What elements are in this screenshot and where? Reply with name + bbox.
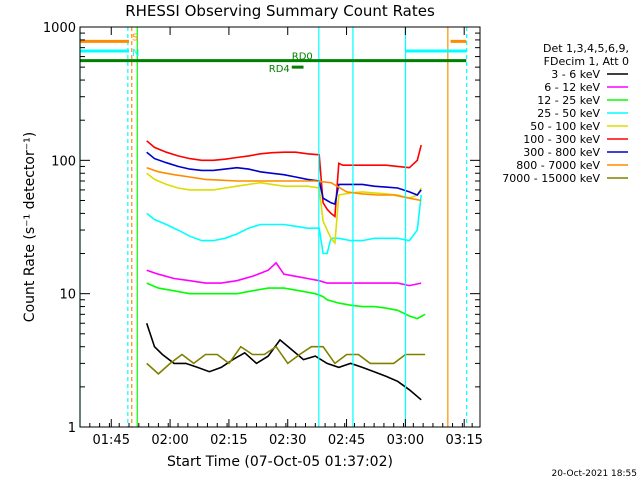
series-line-7000-15000-kev bbox=[146, 345, 426, 375]
x-tick-label: 02:00 bbox=[151, 433, 188, 448]
x-tick-label: 02:45 bbox=[328, 433, 365, 448]
legend-label-300-800-kev: 300 - 800 keV bbox=[523, 146, 600, 159]
series-line-12-25-kev bbox=[146, 282, 426, 320]
legend-label-3-6-kev: 3 - 6 keV bbox=[551, 68, 600, 81]
footer-timestamp: 20-Oct-2021 18:55 bbox=[552, 469, 637, 479]
series-line-25-50-kev bbox=[146, 194, 422, 255]
legend-header-line: Det 1,3,4,5,6,9, bbox=[543, 42, 629, 55]
legend-label-12-25-kev: 12 - 25 keV bbox=[537, 94, 600, 107]
legend-label-800-7000-kev: 800 - 7000 keV bbox=[516, 159, 600, 172]
legend: Det 1,3,4,5,6,9,FDecim 1, Att 03 - 6 keV… bbox=[502, 42, 629, 185]
axis-layer: 01:45 02:00 02:15 02:30 02:45 03:00 03:15 1 10 10… bbox=[43, 21, 483, 448]
x-tick-label: 02:15 bbox=[210, 433, 247, 448]
y-tick-label: 10 bbox=[59, 288, 76, 303]
x-tick-label: 01:45 bbox=[93, 433, 130, 448]
legend-label-6-12-kev: 6 - 12 keV bbox=[544, 81, 600, 94]
y-tick-label: 1 bbox=[68, 421, 76, 436]
x-tick-label: 02:30 bbox=[269, 433, 306, 448]
y-axis-label: Count Rate (s⁻¹ detector⁻¹) bbox=[22, 132, 38, 322]
state-bar-label-rd0: RD0 bbox=[292, 52, 313, 63]
series-line-300-800-kev bbox=[146, 151, 422, 206]
series-line-6-12-kev bbox=[146, 261, 422, 287]
series-line-800-7000-kev bbox=[146, 166, 422, 202]
x-tick-label: 03:15 bbox=[445, 433, 482, 448]
series-line-50-100-kev bbox=[146, 172, 422, 246]
x-axis-label: Start Time (07-Oct-05 01:37:02) bbox=[167, 454, 393, 470]
x-tick-label: 03:00 bbox=[387, 433, 424, 448]
state-bar-label-rd4: RD4 bbox=[269, 64, 290, 75]
series-line-100-300-kev bbox=[146, 140, 422, 218]
plot-frame bbox=[79, 26, 481, 428]
chart-title: RHESSI Observing Summary Count Rates bbox=[125, 2, 435, 20]
state-bar-label-n: N bbox=[132, 48, 139, 59]
y-tick-label: 1000 bbox=[43, 21, 76, 36]
y-tick-label: 100 bbox=[51, 154, 76, 169]
legend-label-25-50-kev: 25 - 50 keV bbox=[537, 107, 600, 120]
state-bar-label-s: S bbox=[132, 32, 138, 43]
series-layer bbox=[145, 140, 426, 401]
series-line-3-6-kev bbox=[145, 322, 422, 401]
vertical-marker-layer bbox=[79, 27, 468, 427]
legend-label-100-300-kev: 100 - 300 keV bbox=[523, 133, 600, 146]
legend-label-50-100-kev: 50 - 100 keV bbox=[530, 120, 600, 133]
legend-header-line: FDecim 1, Att 0 bbox=[544, 55, 629, 68]
legend-label-7000-15000-kev: 7000 - 15000 keV bbox=[502, 172, 600, 185]
